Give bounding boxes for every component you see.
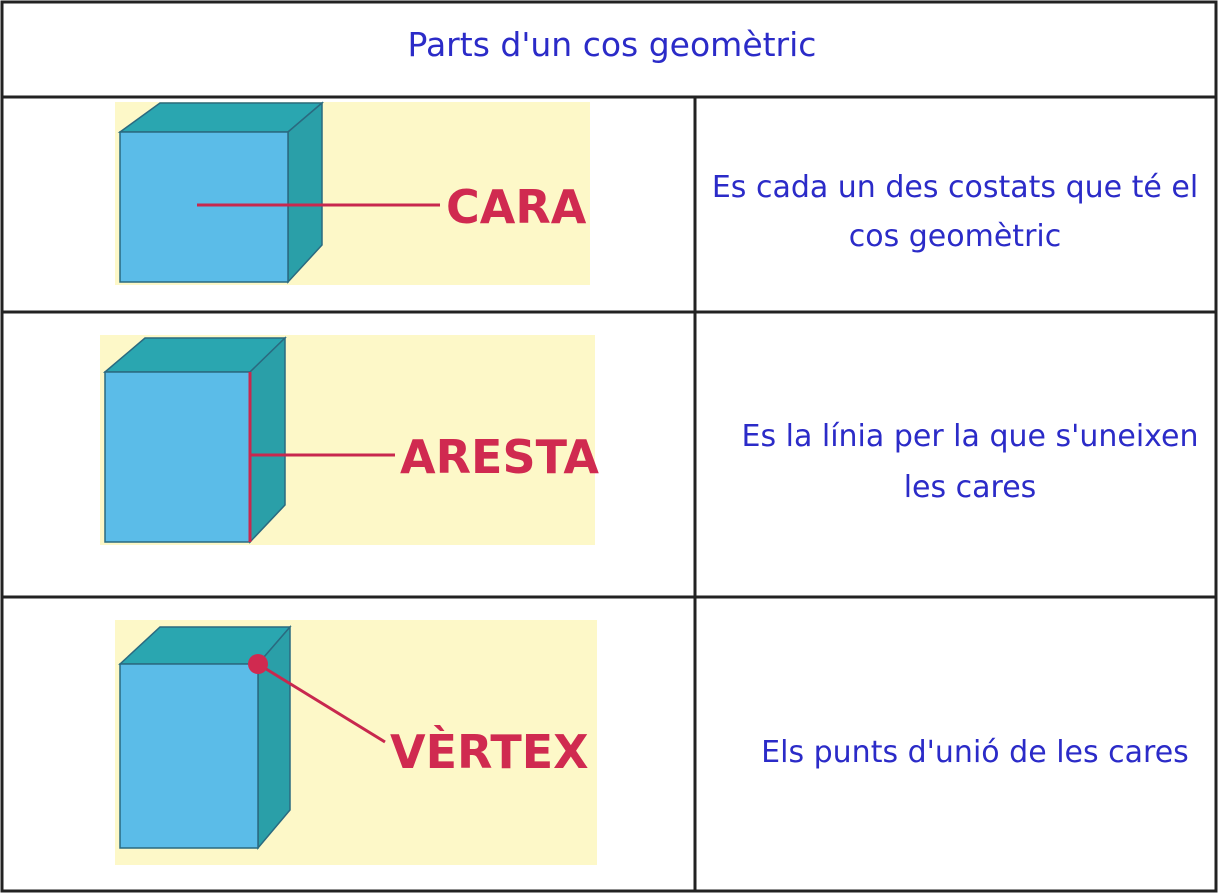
description: Es cada un des costats que té el: [712, 170, 1198, 205]
description: Es la línia per la que s'uneixen: [742, 419, 1199, 454]
edge-illustration: [100, 335, 595, 545]
face-illustration: [115, 101, 590, 285]
part-label: VÈRTEX: [390, 725, 589, 779]
table-title: Parts d'un cos geomètric: [408, 25, 817, 64]
description: les cares: [904, 470, 1037, 505]
description: Els punts d'unió de les cares: [761, 735, 1189, 770]
part-label: ARESTA: [400, 430, 599, 484]
vertex-illustration: [115, 620, 597, 865]
description: cos geomètric: [849, 219, 1061, 254]
part-label: CARA: [446, 180, 587, 234]
